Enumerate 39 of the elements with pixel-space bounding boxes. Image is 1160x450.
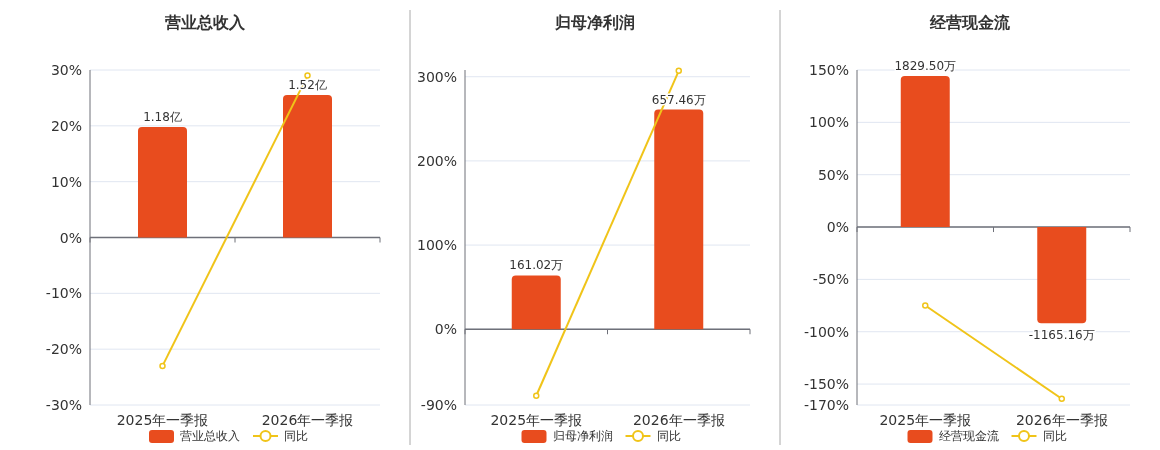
- y-tick-label: 100%: [416, 237, 457, 254]
- y-tick-label: -20%: [45, 341, 82, 358]
- chart-title: 营业总收入: [164, 13, 246, 32]
- y-tick-label: 150%: [808, 62, 849, 78]
- legend-label: 同比: [1042, 429, 1067, 443]
- y-tick-label: 0%: [59, 229, 82, 246]
- y-tick-label: -90%: [420, 397, 457, 413]
- legend-label: 同比: [656, 429, 681, 443]
- y-tick-label: -30%: [45, 397, 82, 413]
- data-label: 1829.50万: [894, 58, 957, 73]
- legend-label: 同比: [284, 429, 308, 443]
- data-label: 1.18亿: [143, 109, 182, 124]
- chart-title: 归母净利润: [554, 13, 635, 32]
- chart-title: 经营现金流: [929, 13, 1011, 32]
- y-tick-label: 100%: [808, 114, 849, 131]
- y-tick-label: 50%: [817, 166, 849, 183]
- y-tick-label: -150%: [803, 376, 849, 393]
- legend-label: 营业总收入: [180, 429, 240, 443]
- x-tick-label: 2026年一季报: [261, 412, 354, 428]
- y-tick-label: 30%: [50, 62, 82, 78]
- legend-label: 经营现金流: [938, 429, 999, 443]
- y-tick-label: 300%: [416, 68, 457, 85]
- legend-label: 归母净利润: [552, 429, 613, 443]
- y-tick-label: 0%: [826, 219, 849, 236]
- x-tick-label: 2026年一季报: [1015, 412, 1108, 428]
- y-tick-label: -100%: [803, 323, 849, 340]
- y-tick-label: 0%: [434, 321, 457, 338]
- y-tick-label: 200%: [416, 152, 457, 169]
- y-tick-label: -10%: [45, 285, 82, 302]
- y-tick-label: -170%: [803, 397, 849, 413]
- x-tick-label: 2025年一季报: [490, 412, 583, 428]
- data-label: -1165.16万: [1028, 328, 1095, 343]
- data-label: 161.02万: [509, 258, 564, 273]
- x-tick-label: 2025年一季报: [116, 412, 209, 428]
- y-tick-label: -50%: [812, 271, 849, 288]
- y-tick-label: 10%: [50, 173, 82, 190]
- x-tick-label: 2025年一季报: [879, 412, 972, 428]
- x-tick-label: 2026年一季报: [632, 412, 725, 428]
- y-tick-label: 20%: [50, 117, 82, 134]
